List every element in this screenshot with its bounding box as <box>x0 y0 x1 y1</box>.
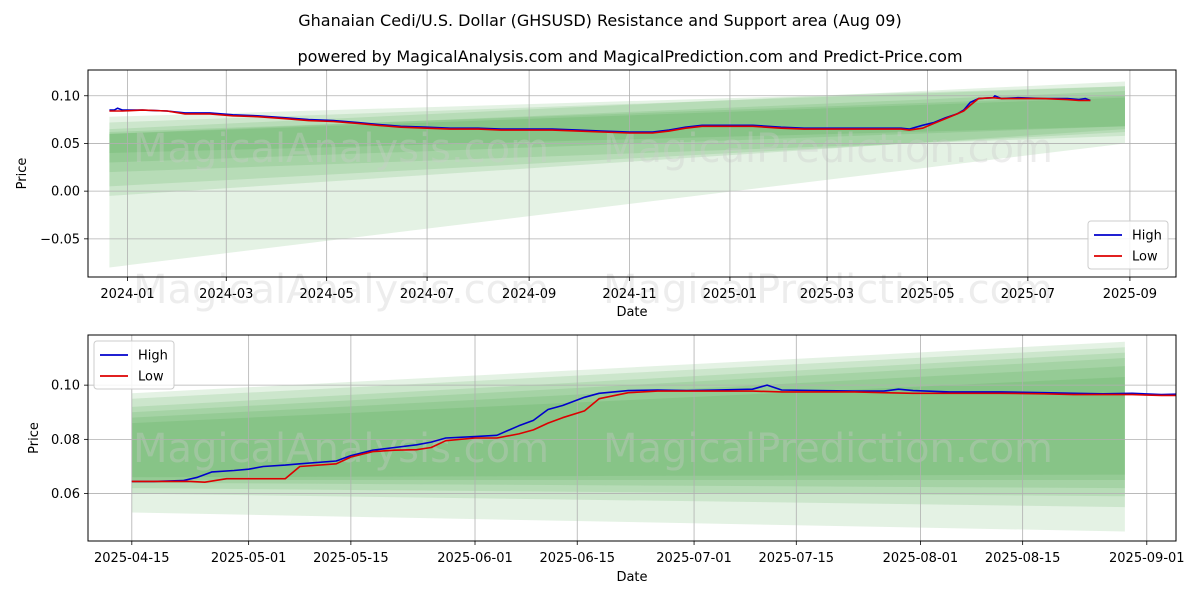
y-tick-label: −0.05 <box>40 232 80 247</box>
y-axis-label: Price <box>27 422 42 454</box>
series-line-low <box>109 96 1091 134</box>
y-axis-label: Price <box>15 158 30 190</box>
x-tick-label: 2025-09 <box>1103 287 1157 302</box>
series-line-low <box>131 390 1176 484</box>
y-tick-label: 0.10 <box>51 89 80 104</box>
legend-label-high: High <box>1132 229 1162 244</box>
x-tick-label: 2024-05 <box>300 287 354 302</box>
x-tick-label: 2024-03 <box>199 287 253 302</box>
top-panel: MagicalAnalysis.com MagicalPrediction.com… <box>15 69 1177 320</box>
x-tick-label: 2025-05-01 <box>211 551 287 566</box>
prediction-band <box>131 377 1125 478</box>
band-group <box>109 81 1125 268</box>
prediction-band <box>109 86 1125 187</box>
x-axis-label: Date <box>616 305 647 320</box>
watermark: MagicalPrediction.com <box>603 426 1053 472</box>
legend-label-high: High <box>138 349 168 364</box>
watermark: MagicalPrediction.com <box>603 267 1053 313</box>
x-axis-label: Date <box>616 570 647 585</box>
x-tick-label: 2024-07 <box>400 287 454 302</box>
legend-box <box>93 340 175 390</box>
x-tick-label: 2025-01 <box>703 287 757 302</box>
x-tick-label: 2025-09-01 <box>1109 551 1185 566</box>
x-tick-label: 2025-04-15 <box>94 551 170 566</box>
x-tick-label: 2024-11 <box>602 287 656 302</box>
x-tick-label: 2025-05-15 <box>313 551 389 566</box>
y-tick-label: 0.00 <box>51 185 80 200</box>
x-tick-label: 2025-07-15 <box>759 551 835 566</box>
x-tick-label: 2024-09 <box>502 287 556 302</box>
legend-label-low: Low <box>138 370 164 385</box>
chart-subtitle: powered by MagicalAnalysis.com and Magic… <box>297 47 962 66</box>
legend: High Low <box>93 340 175 390</box>
x-tick-label: 2025-03 <box>800 287 854 302</box>
watermark: MagicalPrediction.com <box>603 126 1053 172</box>
x-tick-label: 2025-05 <box>900 287 954 302</box>
x-tick-label: 2025-06-15 <box>539 551 615 566</box>
x-tick-label: 2025-07 <box>1001 287 1055 302</box>
legend-box <box>1087 220 1169 270</box>
prediction-band <box>109 97 1125 153</box>
series-line-high <box>131 384 1176 483</box>
y-tick-label: 0.10 <box>51 379 80 394</box>
x-tick-label: 2025-08-15 <box>985 551 1061 566</box>
x-tick-label: 2025-07-01 <box>656 551 732 566</box>
prediction-band <box>109 86 1125 268</box>
prediction-band <box>109 95 1125 163</box>
y-tick-label: 0.08 <box>51 433 80 448</box>
series-group <box>131 384 1176 484</box>
prediction-band <box>109 81 1125 173</box>
plot-frame <box>87 334 1177 542</box>
prediction-band <box>131 352 1125 497</box>
watermark: MagicalAnalysis.com <box>133 426 549 472</box>
chart-title: Ghanaian Cedi/U.S. Dollar (GHSUSD) Resis… <box>298 11 901 30</box>
watermark: MagicalAnalysis.com <box>133 126 549 172</box>
x-tick-label: 2025-06-01 <box>437 551 513 566</box>
y-tick-label: 0.06 <box>51 487 80 502</box>
series-group <box>109 95 1091 134</box>
x-tick-label: 2024-01 <box>100 287 154 302</box>
prediction-band <box>131 347 1125 508</box>
y-tick-label: 0.05 <box>51 137 80 152</box>
plot-frame <box>87 69 1177 278</box>
prediction-band <box>131 341 1125 532</box>
legend-label-low: Low <box>1132 250 1158 265</box>
watermark: MagicalAnalysis.com <box>133 267 549 313</box>
x-tick-label: 2025-08-01 <box>883 551 959 566</box>
legend: High Low <box>1087 220 1169 270</box>
bottom-panel: MagicalAnalysis.com MagicalPrediction.com… <box>27 334 1185 585</box>
